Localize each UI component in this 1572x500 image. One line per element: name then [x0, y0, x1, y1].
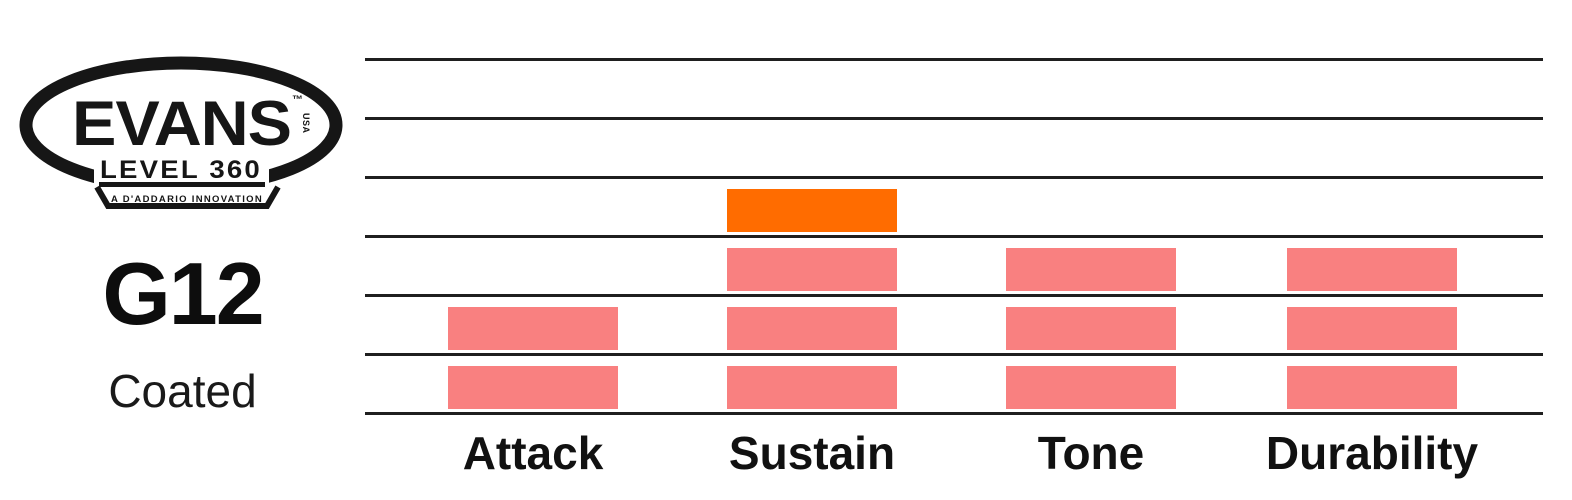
bar-segment	[727, 366, 897, 409]
gridline	[365, 353, 1543, 356]
x-axis-label: Durability	[1265, 427, 1479, 479]
bar-segment	[1006, 248, 1176, 291]
logo-tagline: A D'ADDARIO INNOVATION	[111, 194, 263, 205]
gridline	[365, 412, 1543, 415]
bar-segment	[448, 366, 618, 409]
gridline	[365, 58, 1543, 61]
x-axis-label: Attack	[462, 427, 604, 479]
gridline	[365, 176, 1543, 179]
trademark-symbol: ™	[292, 94, 303, 106]
logo-trapezoid	[94, 185, 281, 209]
brand-panel: EVANS ™ USA LEVEL 360 A D'ADDARIO INNOVA…	[0, 0, 365, 500]
gridline	[365, 117, 1543, 120]
x-axis-label: Tone	[1037, 427, 1145, 479]
gridline	[365, 294, 1543, 297]
product-finish: Coated	[108, 365, 257, 417]
bar-segment	[1287, 248, 1457, 291]
x-axis-labels: Attack Sustain Tone Durability	[365, 428, 1543, 488]
bar-segment	[727, 307, 897, 350]
bar-segment	[727, 248, 897, 291]
rating-chart	[365, 58, 1543, 415]
evans-level360-logo: EVANS ™ USA LEVEL 360 A D'ADDARIO INNOVA…	[19, 56, 343, 209]
bar-segment	[448, 307, 618, 350]
logo-wordmark: EVANS	[72, 89, 291, 159]
bar-segment	[1287, 307, 1457, 350]
bar-segment	[1006, 366, 1176, 409]
product-code: G12	[102, 244, 264, 343]
bar-segment-highlight	[727, 189, 897, 232]
bar-segment	[1006, 307, 1176, 350]
bar-segment	[1287, 366, 1457, 409]
usa-mark: USA	[301, 113, 311, 134]
logo-underline	[99, 182, 265, 187]
x-axis-label: Sustain	[728, 427, 896, 479]
logo-series: LEVEL 360	[100, 156, 262, 184]
gridline	[365, 235, 1543, 238]
